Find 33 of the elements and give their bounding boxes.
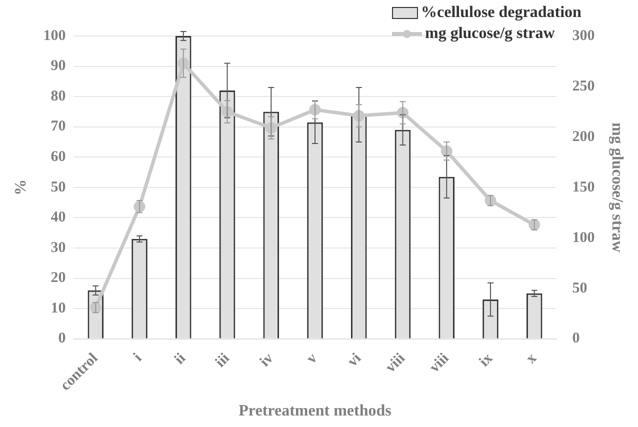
y2-tick-label: 100	[572, 230, 595, 246]
y2-tick-label: 150	[572, 179, 595, 196]
y-tick-label: 0	[58, 330, 66, 347]
x-tick-label: vi	[344, 350, 364, 370]
y-tick-label: 80	[50, 88, 66, 104]
legend-label: %cellulose degradation	[421, 4, 582, 22]
x-tick-label: iii	[212, 350, 233, 371]
y-axis-title: %	[12, 179, 30, 196]
y-tick-label: 40	[50, 210, 66, 226]
x-tick-label: iv	[257, 350, 278, 370]
y2-tick-label: 50	[572, 280, 588, 296]
y-tick-label: 100	[43, 28, 66, 44]
y-tick-label: 60	[50, 149, 66, 166]
y-tick-label: 90	[50, 58, 66, 74]
y-tick-label: 50	[50, 179, 66, 196]
y-tick-label: 20	[50, 270, 66, 286]
y2-tick-label: 0	[572, 330, 580, 347]
x-axis-title: Pretreatment methods	[238, 402, 392, 420]
x-tick-label: x	[523, 350, 540, 368]
x-tick-label: ix	[476, 350, 496, 370]
y2-tick-label: 300	[572, 28, 595, 44]
x-tick-label: viii	[426, 350, 452, 376]
legend-label: mg glucose/g straw	[425, 24, 555, 42]
x-tick-label: viii	[382, 350, 408, 376]
y2-tick-label: 200	[572, 128, 595, 145]
x-tick-label: i	[130, 350, 146, 365]
y-tick-label: 70	[50, 118, 66, 135]
x-tick-label: v	[304, 350, 321, 368]
y2-tick-label: 250	[572, 78, 595, 94]
y-tick-label: 30	[50, 240, 66, 256]
y-tick-label: 10	[50, 300, 66, 316]
x-tick-label: ii	[172, 350, 189, 368]
y2-axis-title: mg glucose/g straw	[608, 122, 626, 253]
